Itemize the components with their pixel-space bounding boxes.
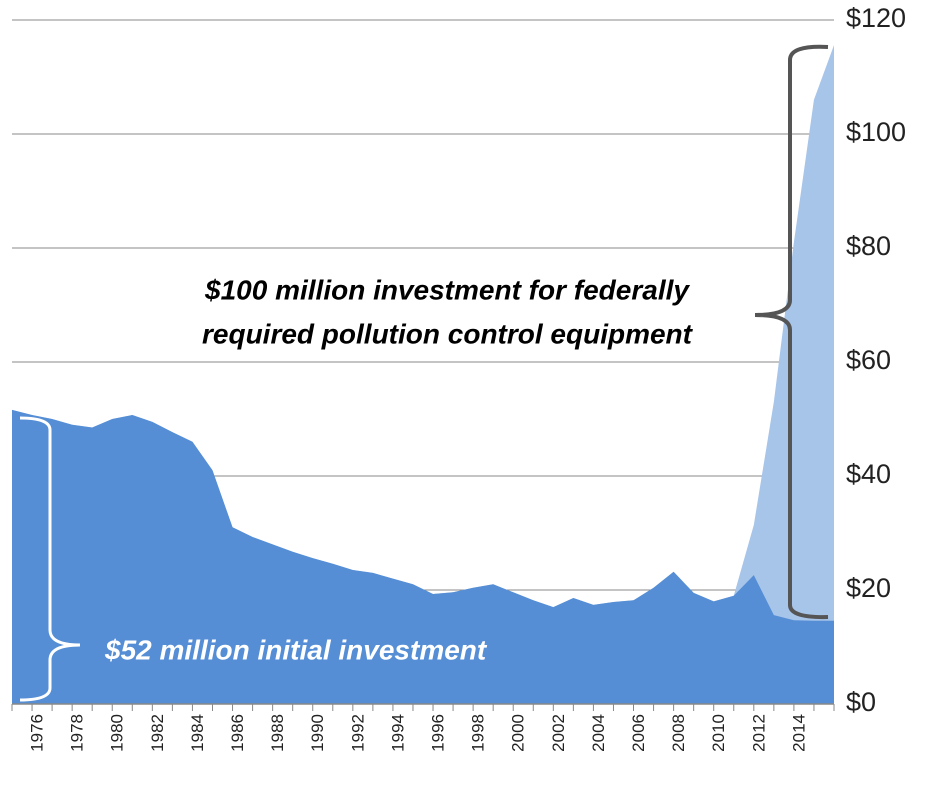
brace bbox=[754, 44, 829, 620]
x-tick-label: 1982 bbox=[148, 714, 167, 752]
annotation: required pollution control equipment bbox=[202, 318, 694, 349]
x-tick-label: 2000 bbox=[509, 714, 528, 752]
x-tick-label: 1984 bbox=[188, 714, 207, 752]
x-tick-label: 1976 bbox=[28, 714, 47, 752]
y-tick-label: $40 bbox=[846, 459, 891, 489]
annotation: $52 million initial investment bbox=[104, 634, 488, 665]
x-tick-label: 1992 bbox=[348, 714, 367, 752]
x-tick-label: 1980 bbox=[108, 714, 127, 752]
x-tick-label: 1986 bbox=[228, 714, 247, 752]
x-tick-label: 1990 bbox=[308, 714, 327, 752]
x-tick-label: 1996 bbox=[429, 714, 448, 752]
brace bbox=[19, 416, 81, 702]
y-tick-label: $100 bbox=[846, 117, 906, 147]
y-tick-label: $80 bbox=[846, 231, 891, 261]
x-tick-label: 2014 bbox=[789, 714, 808, 752]
x-tick-label: 1988 bbox=[268, 714, 287, 752]
x-tick-label: 2012 bbox=[749, 714, 768, 752]
y-tick-label: $60 bbox=[846, 345, 891, 375]
y-tick-label: $0 bbox=[846, 687, 876, 717]
x-tick-label: 2008 bbox=[669, 714, 688, 752]
x-tick-label: 2006 bbox=[629, 714, 648, 752]
y-tick-label: $120 bbox=[846, 3, 906, 33]
annotation: $100 million investment for federally bbox=[204, 274, 690, 305]
area bbox=[12, 409, 834, 704]
x-tick-label: 1998 bbox=[469, 714, 488, 752]
x-tick-label: 2010 bbox=[709, 714, 728, 752]
x-tick-label: 1978 bbox=[68, 714, 87, 752]
x-tick-label: 2004 bbox=[589, 714, 608, 752]
x-tick-label: 1994 bbox=[388, 714, 407, 752]
plot-area bbox=[12, 19, 834, 705]
x-tick-label: 2002 bbox=[549, 714, 568, 752]
y-tick-label: $20 bbox=[846, 573, 891, 603]
